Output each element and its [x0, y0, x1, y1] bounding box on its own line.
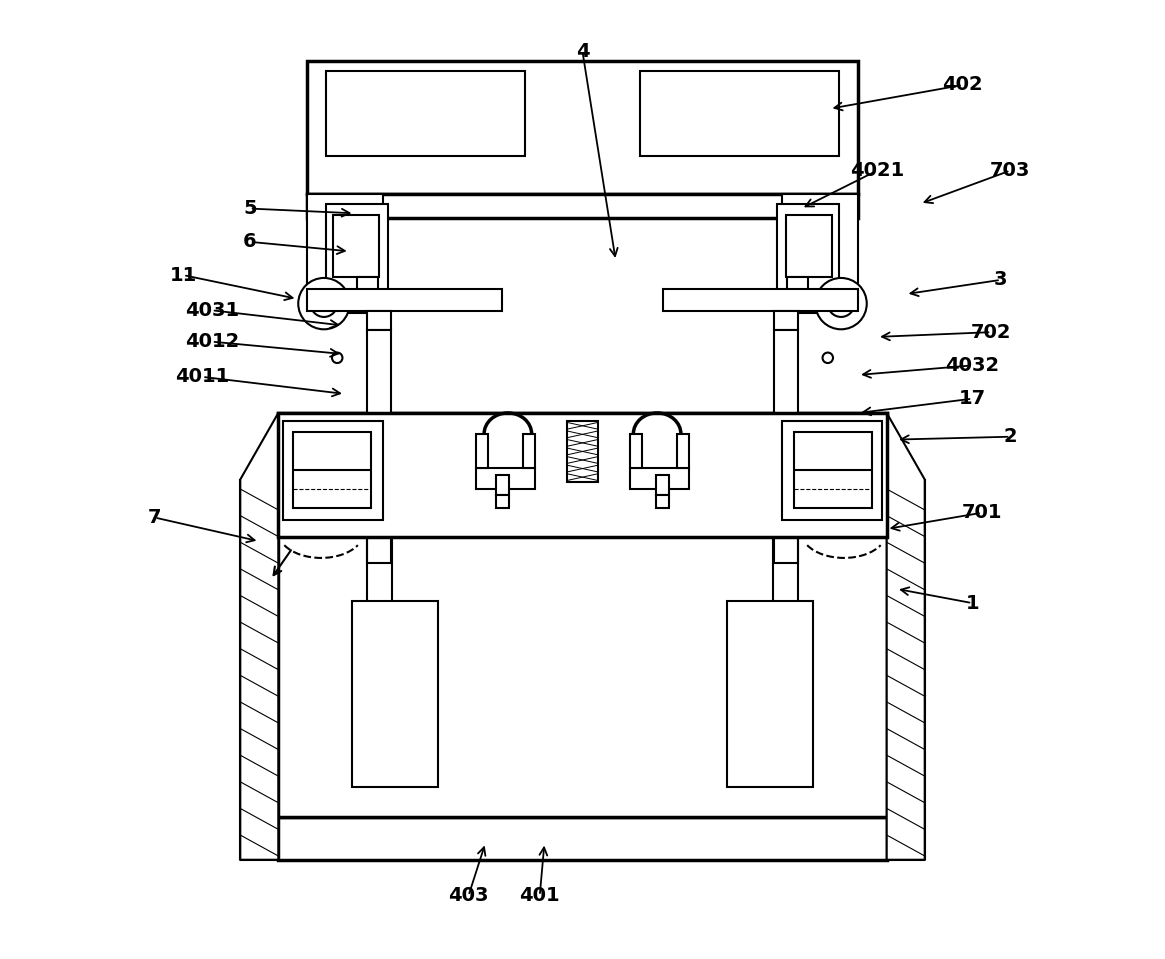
Bar	[333, 215, 379, 277]
Bar	[777, 306, 818, 314]
Circle shape	[816, 278, 867, 329]
Text: 702: 702	[972, 322, 1011, 341]
Bar	[663, 290, 859, 312]
Bar	[476, 468, 535, 489]
Bar	[656, 475, 669, 495]
Text: 4031: 4031	[185, 301, 239, 319]
Bar	[326, 71, 525, 156]
Polygon shape	[887, 413, 925, 860]
Text: 403: 403	[449, 886, 488, 905]
Text: 5: 5	[243, 199, 256, 218]
Text: 7: 7	[148, 508, 162, 527]
Text: 6: 6	[243, 232, 256, 251]
Bar	[786, 215, 832, 277]
Circle shape	[828, 291, 854, 316]
Bar	[782, 195, 859, 299]
Text: 703: 703	[990, 161, 1031, 180]
Bar	[777, 204, 839, 294]
Bar	[306, 290, 502, 312]
Bar	[278, 817, 887, 860]
Bar	[306, 195, 859, 218]
Bar	[677, 433, 689, 468]
Bar	[358, 277, 379, 292]
Bar	[630, 468, 689, 489]
Text: 3: 3	[994, 270, 1008, 290]
Bar	[567, 421, 598, 482]
Text: 11: 11	[170, 266, 197, 285]
Bar	[283, 421, 383, 521]
Bar	[640, 71, 839, 156]
Bar	[727, 601, 812, 786]
Bar	[774, 312, 798, 330]
Text: 4011: 4011	[175, 367, 230, 386]
Bar	[353, 601, 438, 786]
Polygon shape	[240, 413, 278, 860]
Text: 4032: 4032	[945, 356, 1000, 375]
Circle shape	[822, 353, 833, 363]
Bar	[656, 495, 669, 508]
Text: 4012: 4012	[184, 332, 239, 351]
Bar	[774, 330, 798, 563]
Bar	[782, 421, 882, 521]
Bar	[292, 432, 370, 508]
Bar	[367, 330, 391, 563]
Bar	[523, 433, 535, 468]
Circle shape	[311, 291, 337, 316]
Text: 402: 402	[942, 76, 983, 95]
Bar	[496, 495, 509, 508]
Text: 4: 4	[576, 42, 589, 61]
Text: 1: 1	[966, 594, 979, 613]
Text: 17: 17	[959, 389, 986, 409]
Bar	[496, 475, 509, 495]
Bar	[352, 292, 383, 306]
Text: 2: 2	[1003, 427, 1017, 446]
Bar	[278, 413, 887, 817]
Bar	[306, 195, 383, 299]
Bar	[347, 306, 388, 314]
Bar	[306, 61, 859, 195]
Bar	[278, 413, 887, 536]
Text: 4021: 4021	[850, 161, 904, 180]
Bar	[786, 277, 807, 292]
Bar	[367, 312, 391, 330]
Circle shape	[332, 353, 343, 363]
Bar	[326, 204, 388, 294]
Bar	[795, 432, 873, 508]
Circle shape	[298, 278, 350, 329]
Bar	[476, 433, 488, 468]
Text: 701: 701	[961, 503, 1002, 523]
Bar	[630, 433, 642, 468]
Bar	[782, 292, 813, 306]
Text: 401: 401	[520, 886, 560, 905]
